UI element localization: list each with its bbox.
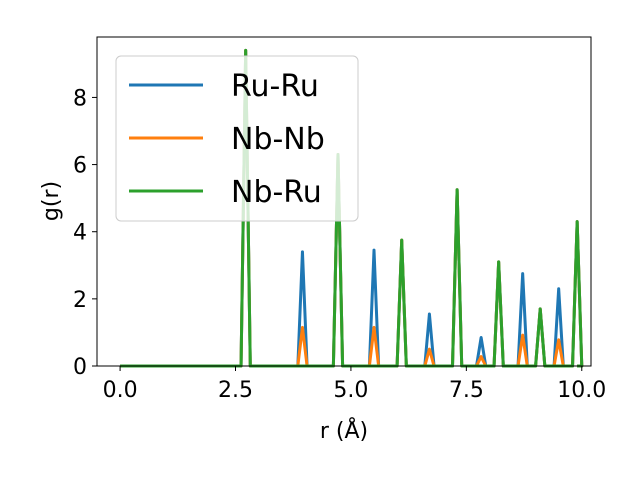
x-axis-label: r (Å) xyxy=(320,417,368,444)
x-tick-label: 2.5 xyxy=(218,378,253,403)
legend-box xyxy=(115,55,359,222)
x-tick-label: 0.0 xyxy=(103,378,138,403)
legend: Ru-Ru Nb-Nb Nb-Ru xyxy=(115,55,359,222)
x-tick-label: 7.5 xyxy=(449,378,484,403)
y-tick-label: 2 xyxy=(73,288,87,313)
y-tick-label: 0 xyxy=(73,355,87,380)
x-axis: 0.0 2.5 5.0 7.5 10.0 xyxy=(103,366,606,403)
legend-label-1: Nb-Nb xyxy=(231,122,325,157)
legend-label-2: Nb-Ru xyxy=(231,175,322,210)
y-axis-label: g(r) xyxy=(39,181,64,221)
y-axis: 0 2 4 6 8 xyxy=(73,86,97,380)
y-tick-label: 8 xyxy=(73,86,87,111)
x-tick-label: 10.0 xyxy=(557,378,606,403)
y-tick-label: 6 xyxy=(73,154,87,179)
y-tick-label: 4 xyxy=(73,221,87,246)
legend-label-0: Ru-Ru xyxy=(231,69,319,104)
x-tick-label: 5.0 xyxy=(333,378,368,403)
plot-frame xyxy=(96,36,592,367)
